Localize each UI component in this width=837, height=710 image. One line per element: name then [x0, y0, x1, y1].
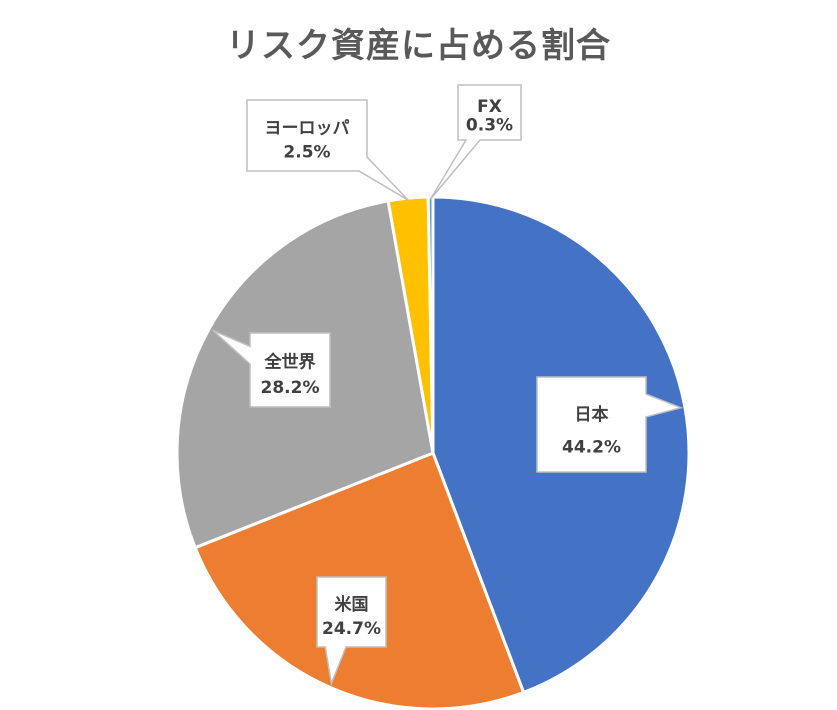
data-callout-4: FX0.3% — [429, 84, 522, 200]
data-callout-0: 日本 44.2% — [536, 376, 684, 473]
value-label-4: 0.3% — [466, 116, 513, 136]
callout-box-4 — [429, 84, 522, 200]
chart-title: リスク資産に占める割合 — [226, 26, 611, 66]
category-label-4: FX — [477, 97, 502, 117]
data-callout-3: ヨーロッパ 2.5% — [246, 99, 409, 201]
value-label-0: 44.2% — [562, 437, 621, 457]
category-label-1: 米国 — [335, 594, 369, 615]
value-label-2: 28.2% — [261, 378, 320, 398]
callout-box-0 — [536, 376, 684, 473]
value-label-1: 24.7% — [322, 619, 381, 639]
callout-box-3 — [246, 99, 409, 201]
category-label-0: 日本 — [575, 404, 609, 425]
data-callout-2: 全世界 28.2% — [212, 329, 331, 408]
value-label-3: 2.5% — [283, 143, 330, 163]
callout-box-1 — [316, 576, 387, 687]
category-label-3: ヨーロッパ — [265, 118, 350, 138]
data-callout-1: 米国 24.7% — [316, 576, 387, 687]
category-label-2: 全世界 — [264, 352, 316, 373]
callout-box-2 — [212, 329, 331, 408]
